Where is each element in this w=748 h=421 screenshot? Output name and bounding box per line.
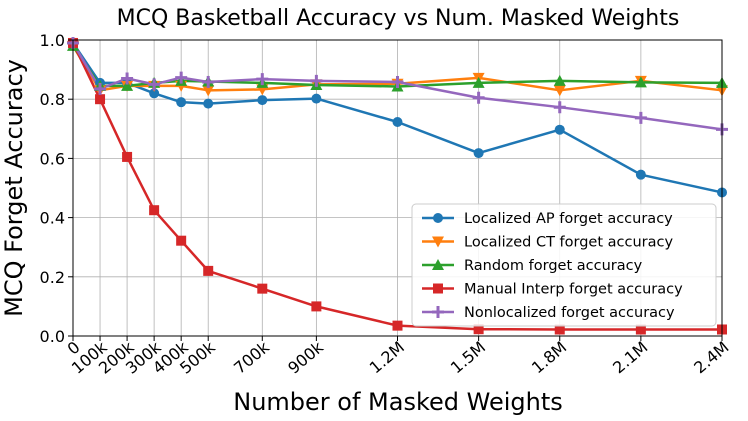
legend-label: Localized AP forget accuracy [464,211,673,227]
data-point-0-5 [203,98,214,109]
data-point-4-11 [634,111,647,124]
y-tick-label: 0.4 [40,209,65,228]
y-tick-label: 1.0 [40,31,65,50]
y-tick-label: 0.6 [40,149,65,168]
data-point-4-1 [94,82,107,95]
data-point-1-5 [202,85,215,97]
data-point-0-3 [149,88,160,99]
legend-label: Nonlocalized forget accuracy [464,305,675,321]
chart-title: MCQ Basketball Accuracy vs Num. Masked W… [117,6,680,31]
data-point-3-3 [149,205,160,216]
legend-box [411,203,717,327]
x-tick-label: 2.4M [690,338,732,378]
x-tick-label: 700k [230,337,273,378]
data-point-4-8 [391,76,404,89]
x-tick-label: 2.1M [609,338,651,378]
x-tick-label: 900k [284,337,327,378]
data-point-2-11 [634,76,647,88]
legend-label: Localized CT forget accuracy [464,235,673,251]
data-point-3-7 [311,301,322,312]
data-point-0-4 [176,97,187,108]
data-point-4-10 [553,101,566,114]
data-point-2-2 [121,79,134,91]
data-point-4-3 [148,78,161,91]
data-point-2-9 [472,76,485,88]
x-tick-label: 1.8M [528,338,570,378]
y-axis-label: MCQ Forget Accuracy [0,59,28,317]
y-tick-label: 0.2 [40,268,65,287]
data-point-4-9 [472,91,485,104]
legend: Localized AP forget accuracy Localized CT… [411,203,717,327]
data-point-3-11 [635,324,646,335]
x-tick-label: 1.2M [366,338,408,378]
y-tick-label: 0.0 [40,327,65,346]
x-axis-label: Number of Masked Weights [233,388,563,416]
data-point-3-10 [554,324,565,335]
data-point-0-7 [311,93,322,104]
data-point-4-7 [310,74,323,87]
data-point-4-2 [121,72,134,85]
data-point-3-2 [122,151,133,162]
data-point-3-8 [392,320,403,331]
data-point-3-4 [176,235,187,246]
x-tick-label: 1.5M [447,338,489,378]
data-point-4-6 [256,73,269,86]
data-point-0-6 [257,95,268,106]
data-point-1-10 [553,85,566,97]
data-point-3-9 [473,324,484,335]
data-point-3-1 [95,94,106,105]
legend-label: Random forget accuracy [464,258,643,274]
data-point-0-10 [554,124,565,135]
legend-marker [433,283,443,294]
data-point-3-6 [257,283,268,294]
data-point-4-5 [202,76,215,89]
data-point-0-9 [473,148,484,159]
legend-label: Manual Interp forget accuracy [464,282,683,298]
data-point-4-4 [175,71,188,84]
legend-marker [432,236,444,248]
data-point-0-8 [392,116,403,127]
legend-marker [432,259,444,270]
y-tick-label: 0.8 [40,90,65,109]
data-point-3-5 [203,265,214,276]
legend-marker [432,306,444,318]
data-point-2-10 [553,74,566,86]
data-point-0-11 [635,169,646,180]
legend-marker [433,213,443,223]
